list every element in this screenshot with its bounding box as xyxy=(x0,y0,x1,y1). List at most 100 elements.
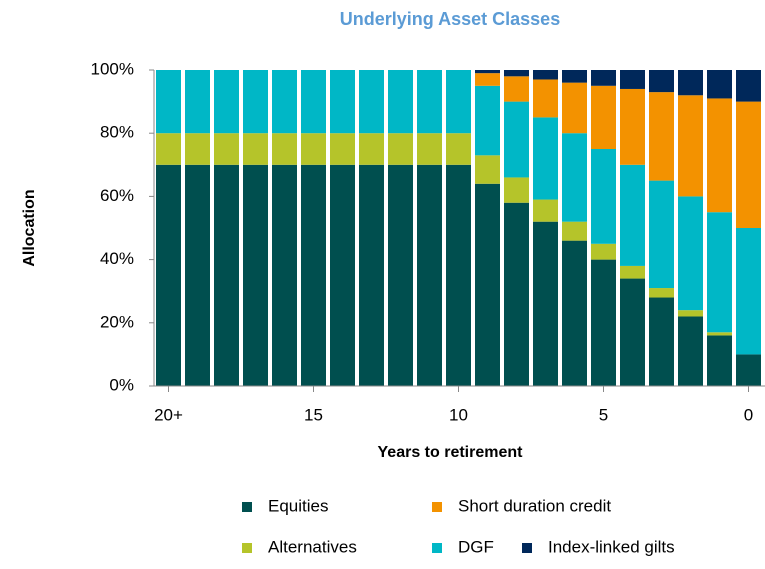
bar-segment xyxy=(243,133,268,165)
bar-segment xyxy=(272,133,297,165)
bar-segment xyxy=(562,70,587,83)
bar-segment xyxy=(185,133,210,165)
bar-segment xyxy=(707,332,732,336)
chart-title: Underlying Asset Classes xyxy=(340,9,560,29)
bar-segment xyxy=(533,199,558,222)
bar-segment xyxy=(649,288,674,298)
bar-segment xyxy=(620,70,645,89)
bar-segment xyxy=(591,70,616,86)
bar-segment xyxy=(388,70,413,134)
bar-segment xyxy=(562,221,587,241)
bar-segment xyxy=(417,164,442,386)
y-tick-label: 20% xyxy=(100,312,134,331)
legend-swatch xyxy=(242,502,252,512)
bar-segment xyxy=(533,221,558,386)
bar-segment xyxy=(736,101,761,228)
bar-segment xyxy=(446,133,471,165)
bar-segment xyxy=(214,164,239,386)
bar-segment xyxy=(301,70,326,134)
bar-segment xyxy=(533,117,558,200)
bar-segment xyxy=(591,149,616,244)
bar-segment xyxy=(736,228,761,355)
bar-segment xyxy=(330,70,355,134)
bar-segment xyxy=(359,70,384,134)
bar-segment xyxy=(649,92,674,181)
bar-segment xyxy=(272,70,297,134)
legend-swatch xyxy=(522,543,532,553)
bar-segment xyxy=(214,133,239,165)
bar-segment xyxy=(591,85,616,149)
bar-segment xyxy=(504,76,529,102)
y-tick-label: 80% xyxy=(100,123,134,142)
bar-segment xyxy=(678,316,703,386)
bar-segment xyxy=(388,133,413,165)
bar-segment xyxy=(417,133,442,165)
legend-label: Short duration credit xyxy=(458,496,611,515)
bar-segment xyxy=(272,164,297,386)
bar-segment xyxy=(156,133,181,165)
bar-segment xyxy=(185,70,210,134)
bar-segment xyxy=(533,70,558,80)
bar-segment xyxy=(475,73,500,86)
bar-segment xyxy=(562,240,587,386)
bar-segment xyxy=(591,243,616,260)
bar-segment xyxy=(707,335,732,386)
bar-segment xyxy=(301,133,326,165)
bar-segment xyxy=(707,212,732,333)
bar-segment xyxy=(475,70,500,74)
bar-segment xyxy=(620,164,645,266)
bar-segment xyxy=(678,196,703,311)
bar-segment xyxy=(214,70,239,134)
y-tick-label: 40% xyxy=(100,249,134,268)
bar-segment xyxy=(504,101,529,178)
bar-segment xyxy=(185,164,210,386)
x-tick-label: 0 xyxy=(744,405,753,424)
legend-label: Index-linked gilts xyxy=(548,537,675,556)
x-tick-label: 15 xyxy=(304,405,323,424)
bar-segment xyxy=(707,98,732,213)
bar-segment xyxy=(678,70,703,96)
bar-segment xyxy=(678,310,703,317)
bar-segment xyxy=(707,70,732,99)
bar-segment xyxy=(620,278,645,386)
bar-segment xyxy=(156,70,181,134)
bar-segment xyxy=(417,70,442,134)
x-tick-label: 20+ xyxy=(154,405,183,424)
bar-segment xyxy=(359,133,384,165)
bar-segment xyxy=(475,183,500,386)
legend-label: Alternatives xyxy=(268,537,357,556)
bar-segment xyxy=(475,85,500,156)
bar-segment xyxy=(243,70,268,134)
legend-label: Equities xyxy=(268,496,328,515)
y-tick-label: 0% xyxy=(109,375,134,394)
bar-segment xyxy=(446,70,471,134)
x-tick-label: 5 xyxy=(599,405,608,424)
bar-segment xyxy=(533,79,558,118)
y-axis-label: Allocation xyxy=(21,189,38,266)
bar-segment xyxy=(156,164,181,386)
bar-segment xyxy=(301,164,326,386)
x-axis-label: Years to retirement xyxy=(378,444,524,461)
legend-swatch xyxy=(432,502,442,512)
bar-segment xyxy=(388,164,413,386)
bar-segment xyxy=(562,82,587,134)
bar-segment xyxy=(736,70,761,102)
bar-segment xyxy=(330,133,355,165)
bar-segment xyxy=(504,177,529,203)
bar-segment xyxy=(446,164,471,386)
bar-segment xyxy=(562,133,587,222)
bar-segment xyxy=(649,297,674,386)
bar-segment xyxy=(678,95,703,197)
bar-segment xyxy=(243,164,268,386)
x-tick-label: 10 xyxy=(449,405,468,424)
legend-swatch xyxy=(432,543,442,553)
bar-segment xyxy=(649,180,674,289)
legend-label: DGF xyxy=(458,537,494,556)
legend-swatch xyxy=(242,543,252,553)
bar-segment xyxy=(736,354,761,386)
bar-segment xyxy=(330,164,355,386)
bar-segment xyxy=(504,202,529,386)
bar-segment xyxy=(591,259,616,386)
y-tick-label: 100% xyxy=(91,59,134,78)
